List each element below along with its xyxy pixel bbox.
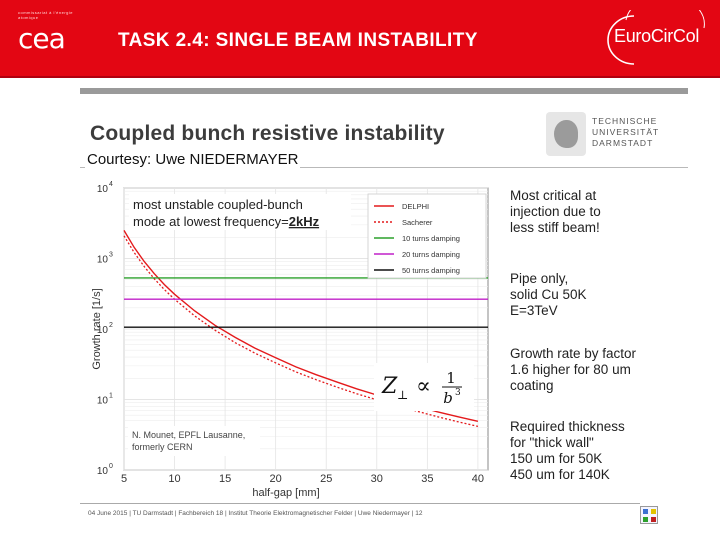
tu-darmstadt-logo: TECHNISCHE UNIVERSITÄT DARMSTADT — [546, 110, 686, 166]
athena-emblem-icon — [546, 112, 586, 156]
footer-text: 04 June 2015 | TU Darmstadt | Fachbereic… — [88, 510, 423, 517]
legend-label: 10 turns damping — [402, 234, 460, 243]
tud-footer-icon — [640, 506, 658, 524]
note-line: for "thick wall" — [510, 435, 594, 450]
note-pipe-only: Pipe only, solid Cu 50K E=3TeV — [510, 271, 587, 319]
tud-logo-line-2: UNIVERSITÄT — [592, 127, 660, 137]
y-axis-label: Growth rate [1/s] — [91, 288, 103, 369]
x-axis-label: half-gap [mm] — [252, 487, 319, 499]
x-tick-label: 25 — [320, 473, 332, 485]
embedded-slide-topbar — [80, 88, 688, 94]
x-tick-label: 20 — [270, 473, 282, 485]
y-tick-label: 10 — [97, 255, 109, 266]
y-tick-label: 10 — [97, 325, 109, 336]
tud-logo-line-3: DARMSTADT — [592, 138, 654, 148]
eurocircol-logo: EuroCirCol — [604, 10, 716, 66]
y-tick-exponent: 2 — [109, 322, 113, 329]
x-tick-label: 40 — [472, 473, 484, 485]
note-line: Growth rate by factor — [510, 346, 637, 361]
cea-logo-subtext: commissariat à l'énergie atomique — [18, 10, 74, 20]
x-tick-label: 35 — [421, 473, 433, 485]
credit-background — [128, 426, 260, 456]
legend-label: 50 turns damping — [402, 266, 460, 275]
y-tick-exponent: 0 — [109, 463, 113, 470]
note-line: 150 um for 50K — [510, 451, 603, 466]
x-tick-label: 15 — [219, 473, 231, 485]
note-line: solid Cu 50K — [510, 287, 587, 302]
note-line: 450 um for 140K — [510, 467, 610, 482]
y-tick-label: 10 — [97, 396, 109, 407]
note-line: Most critical at — [510, 188, 597, 203]
banner-divider — [0, 76, 720, 78]
y-tick-exponent: 3 — [109, 252, 113, 259]
y-tick-exponent: 4 — [109, 181, 113, 188]
note-line: Pipe only, — [510, 271, 569, 286]
legend-label: 20 turns damping — [402, 250, 460, 259]
x-tick-label: 5 — [121, 473, 127, 485]
legend-label: Sacherer — [402, 218, 433, 227]
annotation-line-1: most unstable coupled-bunch — [133, 197, 303, 212]
eurocircol-ring-icon — [607, 10, 705, 65]
page-title: TASK 2.4: SINGLE BEAM INSTABILITY — [118, 30, 478, 51]
formula-exponent: 3 — [455, 388, 461, 398]
cea-logo-text: cea — [18, 22, 66, 55]
note-critical-injection: Most critical at injection due to less s… — [510, 188, 601, 236]
y-tick-label: 10 — [97, 184, 109, 195]
cea-logo: commissariat à l'énergie atomique cea — [18, 10, 80, 55]
annotation-background — [129, 194, 351, 230]
y-tick-exponent: 1 — [109, 393, 113, 400]
annotation-frequency: 2kHz — [289, 214, 320, 229]
formula-perp: ⊥ — [397, 388, 408, 402]
header-banner: commissariat à l'énergie atomique cea TA… — [0, 0, 720, 76]
formula-z: Z — [381, 374, 398, 399]
note-line: injection due to — [510, 204, 601, 219]
note-line: less stiff beam! — [510, 220, 600, 235]
legend-label: DELPHI — [402, 202, 429, 211]
y-tick-label: 10 — [97, 466, 109, 477]
note-line: E=3TeV — [510, 303, 558, 318]
formula-numerator: 1 — [446, 369, 456, 387]
note-line: 1.6 higher for 80 um — [510, 362, 631, 377]
credit-line: N. Mounet, EPFL Lausanne, — [132, 430, 245, 440]
formula-denominator: b — [443, 389, 453, 407]
credit-line: formerly CERN — [132, 442, 193, 452]
eurocircol-logo-text: EuroCirCol — [614, 26, 700, 46]
note-coating-factor: Growth rate by factor 1.6 higher for 80 … — [510, 346, 636, 394]
tud-logo-line-1: TECHNISCHE — [592, 116, 658, 126]
embedded-slide-title: Coupled bunch resistive instability — [90, 122, 445, 145]
legend-box — [367, 193, 487, 279]
formula-proportional: ∝ — [416, 374, 431, 399]
footer-divider — [80, 503, 640, 504]
note-required-thickness: Required thickness for "thick wall" 150 … — [510, 419, 625, 483]
note-line: Required thickness — [510, 419, 625, 434]
annotation-line-2: mode at lowest frequency=2kHz — [133, 214, 320, 229]
embedded-slide-divider — [80, 167, 688, 168]
note-line: coating — [510, 378, 554, 393]
x-tick-label: 10 — [168, 473, 180, 485]
x-tick-label: 30 — [371, 473, 383, 485]
courtesy-text: Courtesy: Uwe NIEDERMAYER — [85, 151, 301, 168]
